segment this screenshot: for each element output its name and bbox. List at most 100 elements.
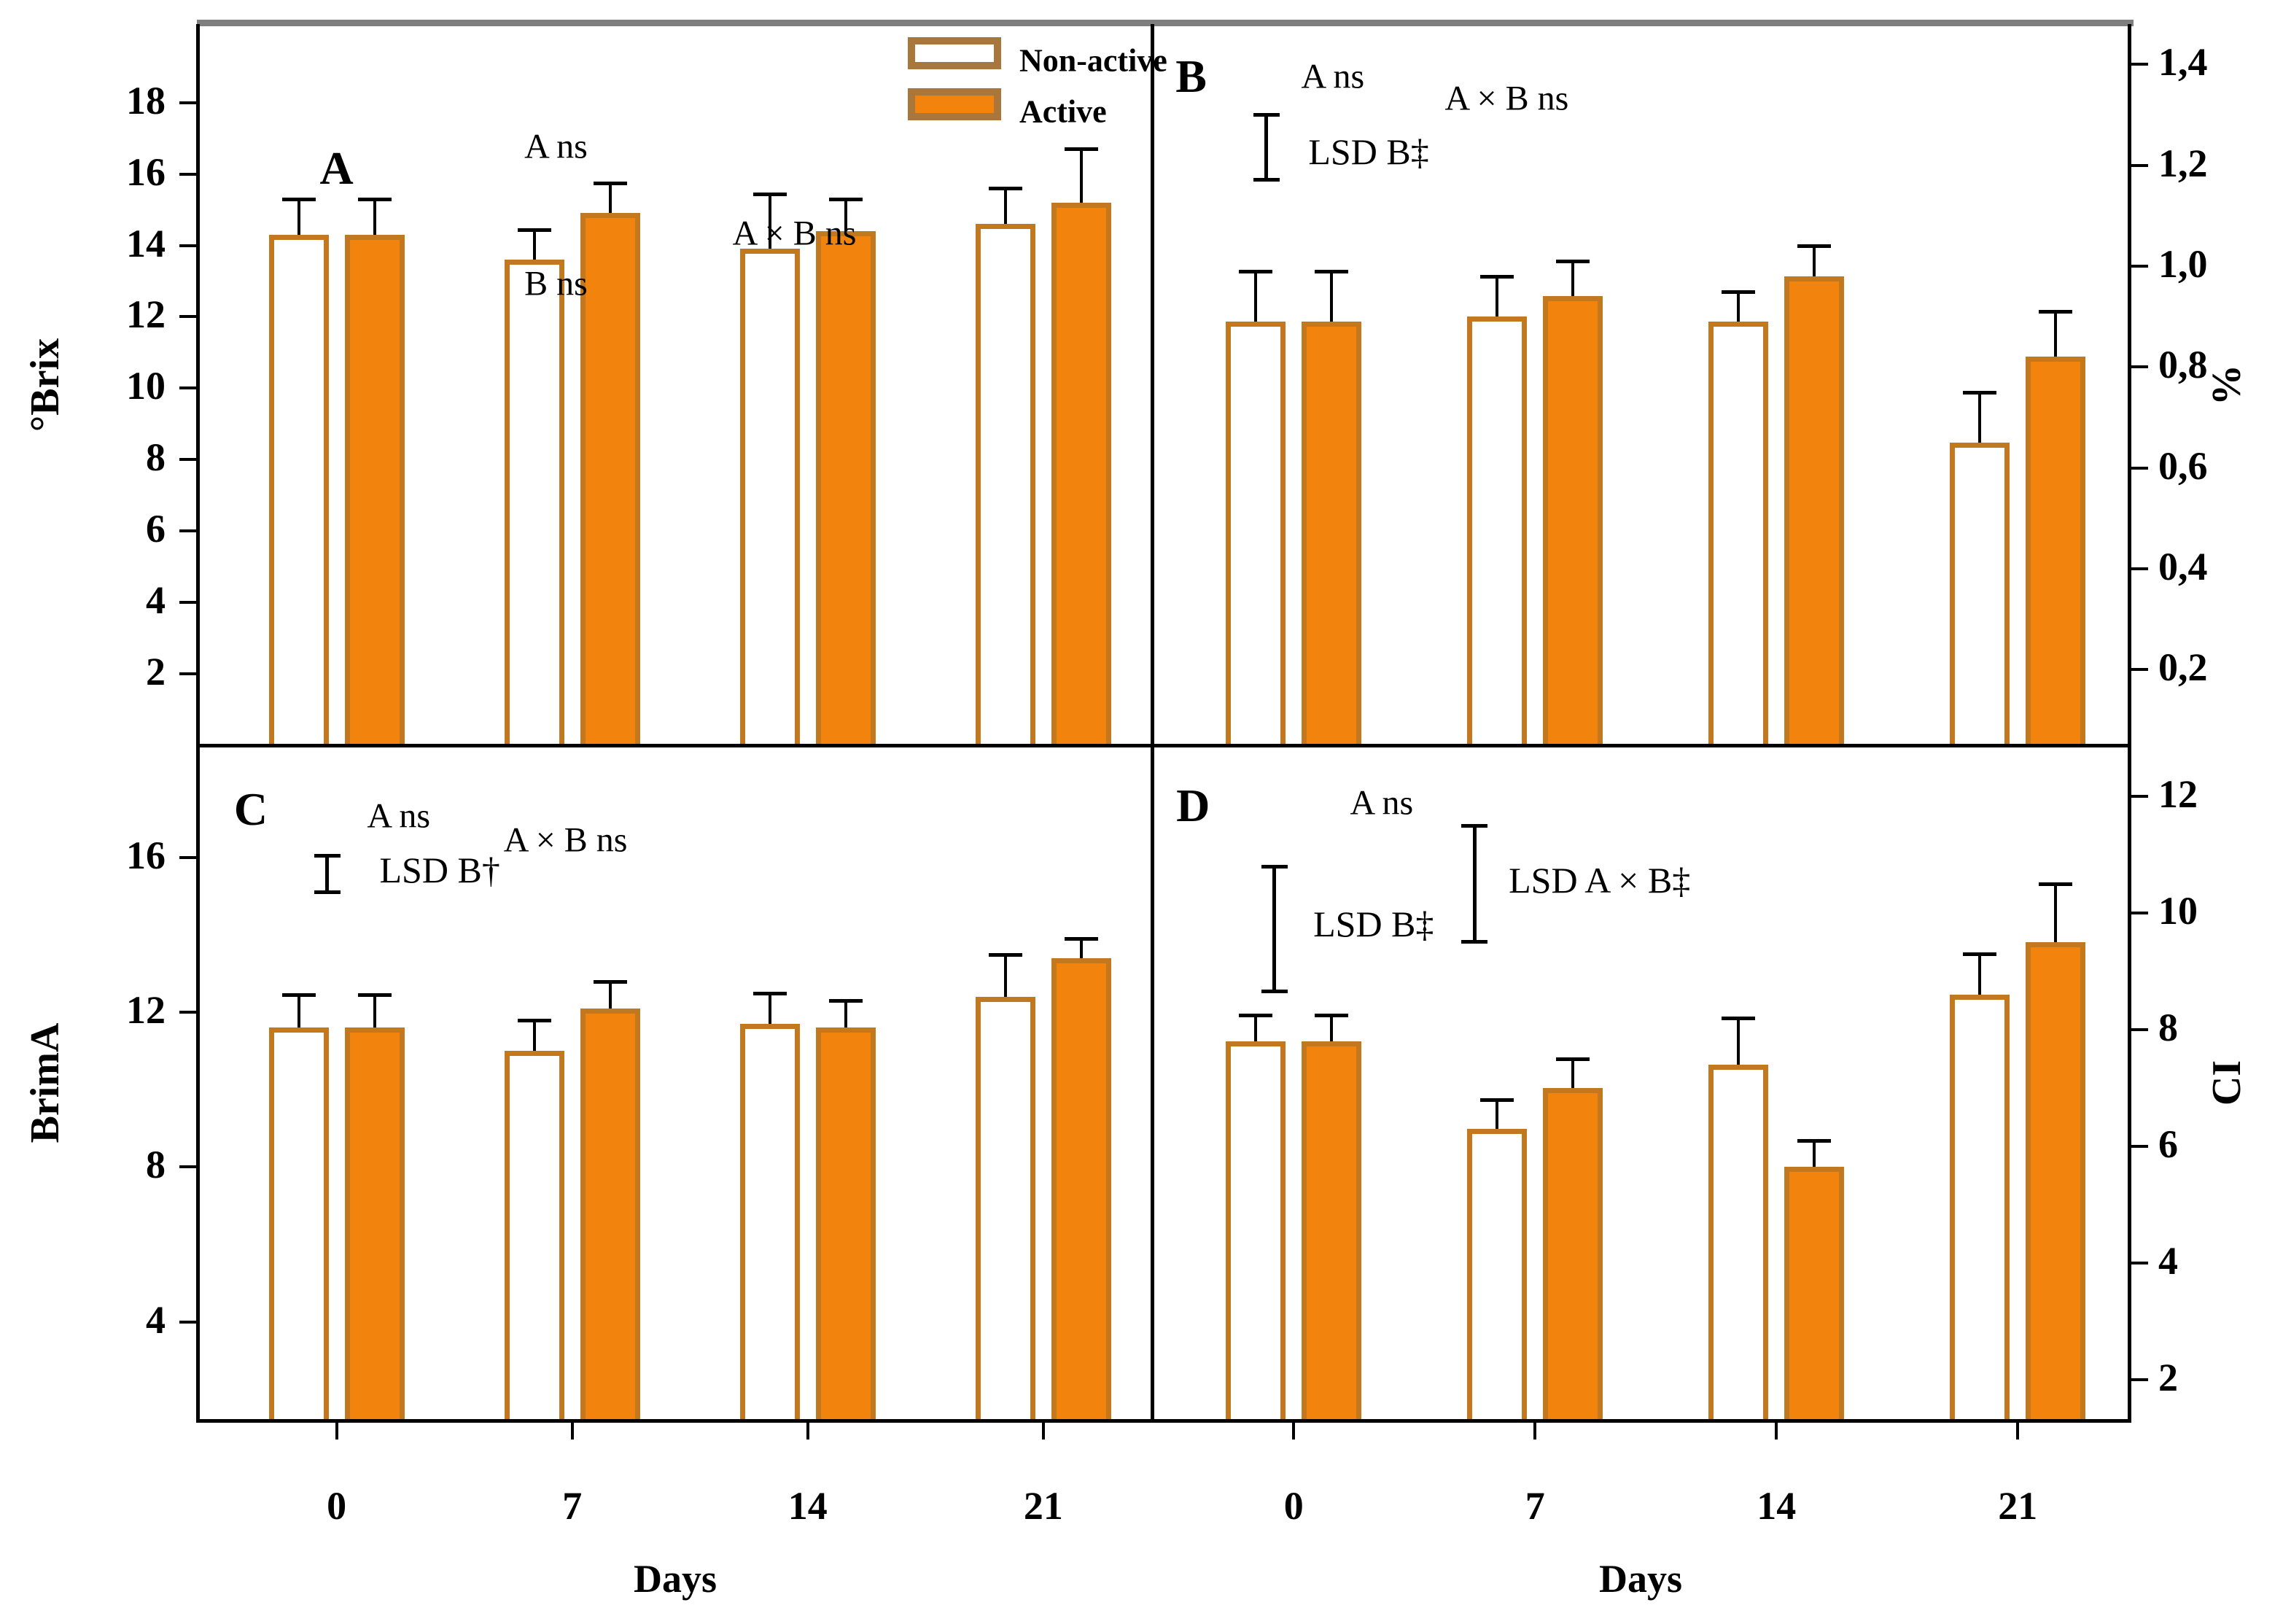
x-tick-D-14 <box>1775 1421 1778 1440</box>
error-cap-C-day21-non-active <box>988 952 1022 957</box>
lsd-cap-bottom-B-0 <box>1253 178 1280 182</box>
annotation-C-a-b-ns: A × B ns <box>503 820 628 860</box>
axis-title-brix: °Brix <box>23 338 68 432</box>
y-tick-label-A-12: 12 <box>126 292 166 337</box>
error-cap-C-day7-non-active <box>517 1018 551 1022</box>
error-bar-C-day14-non-active <box>768 992 771 1025</box>
x-tick-D-21 <box>2016 1421 2020 1440</box>
bar-C-day14-active <box>815 1027 876 1421</box>
error-bar-D-day7-active <box>1571 1059 1575 1089</box>
error-cap-A-day14-active <box>828 197 863 201</box>
bar-A-day21-non-active <box>975 224 1035 745</box>
annotation-C-c: C <box>233 782 268 835</box>
y-tick-B-1,0 <box>2129 264 2148 268</box>
lsd-line-B-0 <box>1264 114 1269 181</box>
y-tick-A-10 <box>179 386 198 390</box>
lsd-label-B-0: LSD B‡ <box>1308 131 1429 173</box>
error-bar-A-day0-non-active <box>297 198 300 235</box>
y-tick-D-10 <box>2129 912 2148 915</box>
annotation-B-a-ns: A ns <box>1301 57 1365 96</box>
lsd-cap-bottom-D-1 <box>1461 940 1488 944</box>
y-tick-label-D-8: 8 <box>2158 1006 2178 1050</box>
bar-D-day21-active <box>2026 942 2086 1421</box>
error-cap-C-day21-active <box>1064 937 1098 941</box>
bar-C-day7-active <box>580 1008 640 1421</box>
error-cap-B-day0-non-active <box>1239 269 1273 273</box>
error-bar-C-day7-non-active <box>532 1019 536 1052</box>
annotation-A-a-ns: A ns <box>524 127 588 166</box>
error-bar-A-day14-non-active <box>768 193 771 249</box>
error-cap-B-day14-non-active <box>1722 290 1756 294</box>
error-bar-C-day7-active <box>608 981 612 1009</box>
error-cap-A-day21-active <box>1064 147 1098 152</box>
y-tick-label-B-0,6: 0,6 <box>2158 443 2208 488</box>
error-bar-C-day0-active <box>373 995 376 1028</box>
divider-horizontal <box>198 744 2129 747</box>
y-tick-B-0,4 <box>2129 567 2148 570</box>
bar-C-day7-non-active <box>504 1051 564 1421</box>
y-tick-label-C-16: 16 <box>126 833 166 877</box>
y-tick-label-C-12: 12 <box>126 988 166 1033</box>
error-cap-D-day21-non-active <box>1963 952 1997 957</box>
bar-D-day7-active <box>1543 1088 1603 1421</box>
error-bar-C-day0-non-active <box>297 995 300 1028</box>
y-tick-label-A-16: 16 <box>126 149 166 194</box>
y-tick-A-2 <box>179 672 198 676</box>
x-tick-label-C-21: 21 <box>1023 1484 1063 1528</box>
bar-A-day14-non-active <box>739 249 800 745</box>
bar-C-day14-non-active <box>739 1024 800 1421</box>
y-tick-B-1,4 <box>2129 63 2148 66</box>
x-axis-title-days-D: Days <box>1598 1557 1683 1601</box>
y-tick-B-1,2 <box>2129 163 2148 167</box>
y-tick-label-D-12: 12 <box>2158 772 2198 817</box>
error-bar-B-day21-non-active <box>1978 392 1982 443</box>
frame-top <box>197 20 2134 26</box>
error-bar-B-day7-non-active <box>1496 276 1499 317</box>
error-cap-B-day14-active <box>1797 244 1832 249</box>
y-tick-label-B-0,4: 0,4 <box>2158 544 2208 588</box>
frame-right <box>2128 24 2131 1421</box>
error-cap-C-day14-non-active <box>752 991 787 995</box>
error-cap-C-day0-non-active <box>281 993 316 998</box>
error-bar-C-day14-active <box>844 1001 847 1028</box>
lsd-label-C-0: LSD B† <box>379 850 500 891</box>
y-tick-label-D-4: 4 <box>2158 1239 2178 1283</box>
error-cap-C-day14-active <box>828 999 863 1003</box>
error-cap-B-day21-active <box>2039 310 2073 314</box>
y-tick-label-A-8: 8 <box>146 435 166 480</box>
bar-A-day7-non-active <box>504 260 564 745</box>
bar-D-day14-active <box>1784 1167 1845 1421</box>
error-cap-D-day0-non-active <box>1239 1014 1273 1018</box>
bar-D-day14-non-active <box>1708 1065 1769 1421</box>
y-tick-label-A-4: 4 <box>146 578 166 623</box>
bar-B-day21-non-active <box>1950 443 2010 745</box>
bar-B-day14-active <box>1784 276 1845 745</box>
y-tick-label-A-10: 10 <box>126 364 166 408</box>
error-bar-B-day0-non-active <box>1254 271 1258 322</box>
annotation-A-b-ns: B ns <box>524 264 588 303</box>
error-bar-A-day0-active <box>373 198 376 235</box>
error-bar-A-day21-non-active <box>1003 188 1007 225</box>
error-cap-B-day0-active <box>1315 269 1349 273</box>
bar-B-day0-non-active <box>1226 322 1286 745</box>
y-tick-C-16 <box>179 855 198 859</box>
y-tick-A-4 <box>179 601 198 605</box>
x-axis-title-days-C: Days <box>633 1557 717 1601</box>
bar-A-day0-active <box>344 234 405 745</box>
y-tick-D-6 <box>2129 1145 2148 1149</box>
y-tick-label-C-8: 8 <box>146 1143 166 1187</box>
annotation-D-a-ns: A ns <box>1350 783 1414 823</box>
annotation-A-a: A <box>319 141 354 194</box>
y-tick-label-B-0,2: 0,2 <box>2158 645 2208 690</box>
error-bar-B-day14-active <box>1813 246 1816 276</box>
lsd-cap-top-D-1 <box>1461 824 1488 828</box>
error-cap-D-day0-active <box>1315 1014 1349 1018</box>
error-cap-A-day21-non-active <box>988 187 1022 191</box>
y-tick-label-A-6: 6 <box>146 507 166 551</box>
error-cap-A-day0-active <box>357 197 392 201</box>
y-tick-C-12 <box>179 1011 198 1014</box>
error-bar-A-day7-active <box>608 182 612 214</box>
y-tick-A-8 <box>179 458 198 462</box>
error-bar-D-day14-active <box>1813 1141 1816 1168</box>
error-bar-D-day0-active <box>1330 1015 1334 1042</box>
